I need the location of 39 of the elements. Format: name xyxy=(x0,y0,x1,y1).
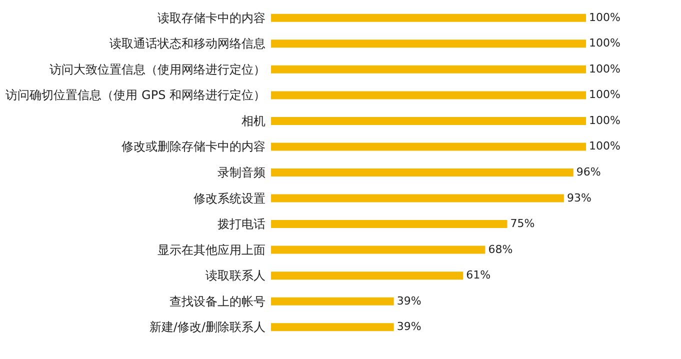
data-label: 61% xyxy=(466,268,491,282)
bar xyxy=(271,14,586,22)
data-label: 93% xyxy=(566,191,592,204)
y-tick-label: 读取通话状态和移动网络信息 xyxy=(110,36,266,51)
bar xyxy=(271,142,586,151)
data-label: 100% xyxy=(589,88,620,102)
data-label: 100% xyxy=(589,62,620,76)
bar xyxy=(271,168,574,176)
y-tick-label: 相机 xyxy=(242,114,266,128)
data-label: 39% xyxy=(396,320,422,334)
data-label: 68% xyxy=(488,242,513,256)
y-tick-label: 访问大致位置信息（使用网络进行定位） xyxy=(50,62,266,76)
y-tick-label: 拨打电话 xyxy=(218,217,266,232)
bar xyxy=(271,220,508,228)
data-label: 96% xyxy=(576,166,601,178)
data-label: 100% xyxy=(589,36,620,50)
data-label: 75% xyxy=(510,217,535,230)
bar xyxy=(271,116,586,125)
bar xyxy=(271,272,464,280)
y-tick-label: 修改或删除存储卡中的内容 xyxy=(122,140,266,154)
data-label: 39% xyxy=(396,294,422,308)
bar xyxy=(271,194,564,202)
bar xyxy=(271,297,394,306)
bar xyxy=(271,246,486,254)
bar xyxy=(271,65,586,74)
bar xyxy=(271,323,394,332)
data-label: 100% xyxy=(589,114,620,127)
y-tick-label: 修改系统设置 xyxy=(194,191,266,206)
y-tick-label: 读取存储卡中的内容 xyxy=(158,10,266,25)
bar xyxy=(271,40,586,48)
y-tick-label: 录制音频 xyxy=(218,166,266,180)
y-tick-label: 显示在其他应用上面 xyxy=(158,242,266,257)
y-tick-label: 查找设备上的帐号 xyxy=(170,294,266,308)
data-label: 100% xyxy=(589,140,620,153)
y-tick-label: 访问确切位置信息（使用 GPS 和网络进行定位） xyxy=(6,88,266,102)
y-tick-label: 读取联系人 xyxy=(206,268,266,283)
y-tick-label: 新建/修改/删除联系人 xyxy=(149,320,266,334)
bar xyxy=(271,91,586,100)
data-label: 100% xyxy=(589,10,620,24)
